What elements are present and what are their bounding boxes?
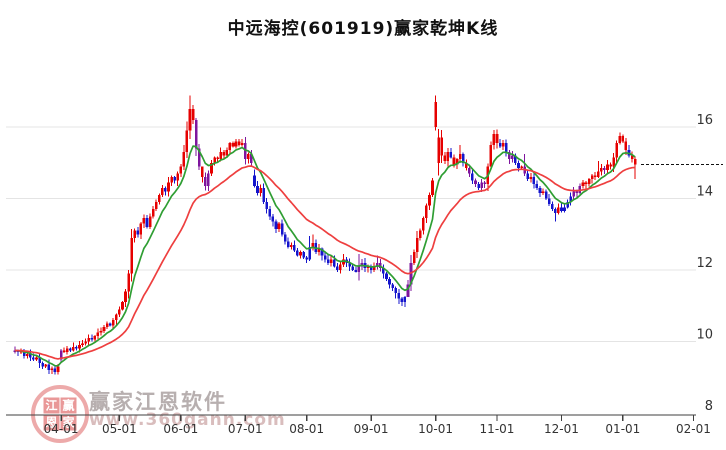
gann-seal-logo-icon: 江 赢 恩 家 <box>31 385 89 443</box>
x-axis-label: 02-01 <box>676 422 711 436</box>
x-axis-label: 06-01 <box>163 422 198 436</box>
seal-char: 江 <box>43 397 60 414</box>
x-axis-label: 01-01 <box>605 422 640 436</box>
x-axis-label: 04-01 <box>44 422 79 436</box>
x-axis-label: 07-01 <box>228 422 263 436</box>
y-axis-label: 10 <box>696 328 713 343</box>
seal-character-grid: 江 赢 恩 家 <box>43 397 77 431</box>
seal-char: 恩 <box>43 414 60 431</box>
x-axis-label: 09-01 <box>354 422 389 436</box>
x-axis-label: 05-01 <box>102 422 137 436</box>
y-axis-label: 16 <box>696 113 713 128</box>
x-axis-label: 10-01 <box>418 422 453 436</box>
ma-line-slow <box>14 165 636 360</box>
x-axis: 04-01 05-01 06-01 07-01 08-01 09-01 10-01 11-01… <box>6 414 711 436</box>
y-axis-label: 14 <box>696 185 713 200</box>
seal-char: 赢 <box>60 397 77 414</box>
y-axis-label: 8 <box>705 399 713 414</box>
seal-char: 家 <box>60 414 77 431</box>
gridlines <box>6 126 696 342</box>
x-axis-label: 08-01 <box>289 422 324 436</box>
x-axis-label: 12-01 <box>544 422 579 436</box>
x-axis-label: 11-01 <box>480 422 515 436</box>
y-axis-label: 12 <box>696 256 713 271</box>
watermark-brand-text: 赢家江恩软件 <box>89 390 227 414</box>
y-axis-labels: 8 10 12 14 16 <box>696 113 713 414</box>
chart-title: 中远海控(601919)赢家乾坤K线 <box>227 19 499 39</box>
